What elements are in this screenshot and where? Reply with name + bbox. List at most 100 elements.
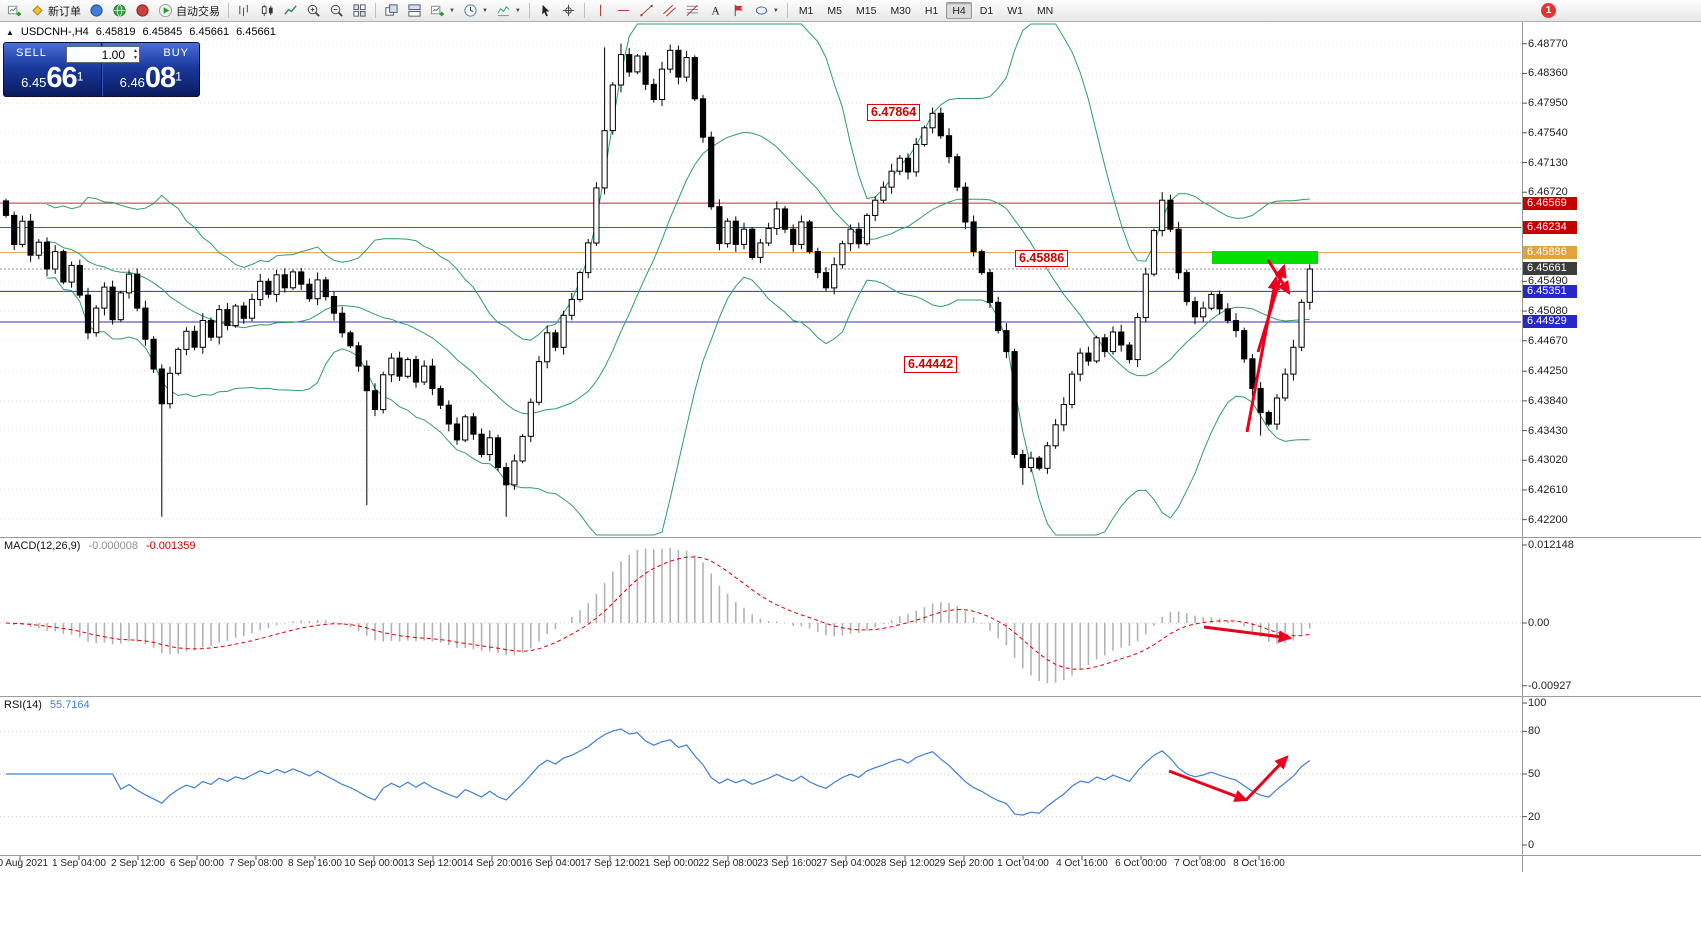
new-order-button[interactable]: 新订单 [26, 1, 85, 21]
time-axis-label: 29 Sep 20:00 [934, 858, 994, 869]
chart-plus-icon [7, 3, 22, 18]
timeframe-w1-button[interactable]: W1 [1001, 2, 1029, 19]
shapes-button[interactable]: ▼ [750, 1, 783, 21]
flag-icon [731, 3, 746, 18]
macd-axis-label: 0.012148 [1528, 539, 1574, 551]
timeframe-m15-button[interactable]: M15 [850, 2, 882, 19]
price-annotation-box[interactable]: 6.45886 [1015, 250, 1069, 267]
timeframe-mn-button[interactable]: MN [1031, 2, 1059, 19]
timeframe-h1-button[interactable]: H1 [919, 2, 944, 19]
arrange-windows-button[interactable] [403, 1, 426, 21]
macd-axis-label: 0.00 [1528, 617, 1550, 629]
text-button[interactable]: A [704, 1, 727, 21]
trendline-button[interactable] [635, 1, 658, 21]
market-button[interactable] [108, 1, 131, 21]
price-tick-label: 6.47540 [1528, 126, 1568, 139]
dropdown-caret-icon[interactable]: ▼ [514, 7, 521, 14]
toolbar-separator [228, 3, 229, 18]
rsi-label: RSI(14) 55.7164 [4, 699, 90, 711]
zoom-in-button[interactable] [302, 1, 325, 21]
sell-price: 6.45661 [21, 62, 84, 94]
time-axis-label: 2 Sep 12:00 [111, 858, 165, 869]
autotrading-label: 自动交易 [176, 5, 220, 18]
price-annotation-box[interactable]: 6.44442 [904, 356, 958, 373]
rsi-axis-label: 20 [1528, 810, 1541, 823]
dropdown-caret-icon[interactable]: ▼ [772, 7, 779, 14]
indicator-icon [496, 3, 511, 18]
ohlc-open: 6.45819 [95, 26, 136, 38]
timeframe-d1-button[interactable]: D1 [974, 2, 999, 19]
text-a-icon: A [708, 3, 723, 18]
macd-main-value: -0.000008 [88, 540, 138, 552]
time-axis-label: 8 Sep 16:00 [288, 858, 342, 869]
new-chart-button[interactable] [3, 1, 26, 21]
equidistant-channel-button[interactable] [658, 1, 681, 21]
periods-button[interactable]: ▼ [459, 1, 492, 21]
timeframe-m5-button[interactable]: M5 [821, 2, 848, 19]
time-axis-label: 27 Sep 04:00 [816, 858, 876, 869]
notification-badge[interactable]: 1 [1541, 3, 1556, 18]
one-click-trading-panel: SELL 6.45661 BUY 6.46081 1.00 ▲ ▼ [3, 42, 200, 97]
macd-histogram [13, 547, 1311, 684]
indicators-button[interactable]: ▼ [492, 1, 525, 21]
macd-axis-label: -0.00927 [1528, 679, 1572, 692]
price-tick-label: 6.43020 [1528, 454, 1568, 467]
cascade2-icon [407, 3, 422, 18]
dropdown-caret-icon[interactable]: ▼ [449, 7, 455, 14]
crosshair-icon [561, 3, 576, 18]
dropdown-caret-icon[interactable]: ▼ [481, 7, 488, 14]
timeframe-h4-button[interactable]: H4 [946, 2, 972, 19]
bar-chart-button[interactable] [233, 1, 256, 21]
price-tick-label: 6.42200 [1528, 513, 1568, 526]
collapse-triangle-icon[interactable]: ▲ [6, 27, 14, 37]
main-grid [0, 43, 1521, 521]
price-tick-label: 6.43840 [1528, 394, 1568, 407]
shapes-icon [754, 3, 769, 18]
buy-price: 6.46081 [119, 62, 182, 94]
volume-input[interactable]: 1.00 ▲ ▼ [66, 46, 140, 63]
rsi-line [6, 728, 1311, 816]
autotrading-button[interactable]: 自动交易 [154, 1, 224, 21]
tile-windows-button[interactable] [348, 1, 371, 21]
timeframe-m1-button[interactable]: M1 [793, 2, 820, 19]
price-tag-6.45351: 6.45351 [1523, 284, 1577, 298]
horizontal-line-button[interactable] [612, 1, 635, 21]
circle-blue-icon [89, 3, 104, 18]
price-annotation-box[interactable]: 6.47864 [867, 104, 921, 121]
ohlc-low: 6.45661 [189, 26, 230, 38]
fibonacci-retracement-button[interactable] [681, 1, 704, 21]
vertical-line-button[interactable] [589, 1, 612, 21]
crosshair-button[interactable] [557, 1, 580, 21]
time-axis-label: 7 Sep 08:00 [229, 858, 283, 869]
spinner-down-icon[interactable]: ▼ [133, 55, 138, 61]
ohlc-high: 6.45845 [142, 26, 183, 38]
tile-icon [352, 3, 367, 18]
time-axis-label: 23 Sep 16:00 [757, 858, 817, 869]
vline-icon [593, 3, 608, 18]
rsi-axis-label: 80 [1528, 725, 1541, 738]
sell-label: SELL [16, 47, 47, 59]
text-label-button[interactable] [727, 1, 750, 21]
cascade-windows-button[interactable] [380, 1, 403, 21]
order-tag-icon [30, 3, 45, 18]
mql5-community-button[interactable] [85, 1, 108, 21]
timeframe-m30-button[interactable]: M30 [884, 2, 916, 19]
spinner-up-icon[interactable]: ▲ [133, 48, 138, 54]
bollinger-upper-band [46, 23, 1310, 341]
trend-icon [639, 3, 654, 18]
zoom-out-button[interactable] [325, 1, 348, 21]
macd-signal-line [5, 556, 1310, 670]
trade-arrows[interactable] [1168, 259, 1293, 802]
line-chart-button[interactable] [279, 1, 302, 21]
rsi-value: 55.7164 [49, 699, 90, 711]
candles [2, 43, 1313, 517]
horizontal-level-lines[interactable] [0, 202, 1521, 323]
volume-spinner[interactable]: ▲ ▼ [133, 48, 138, 62]
new-chart-window-button[interactable]: ▼ [426, 1, 459, 21]
cursor-button[interactable] [534, 1, 557, 21]
green-highlight-zone[interactable] [1212, 251, 1318, 264]
signals-button[interactable] [131, 1, 154, 21]
candlestick-chart-button[interactable] [256, 1, 279, 21]
price-tag-6.46569: 6.46569 [1523, 196, 1577, 210]
